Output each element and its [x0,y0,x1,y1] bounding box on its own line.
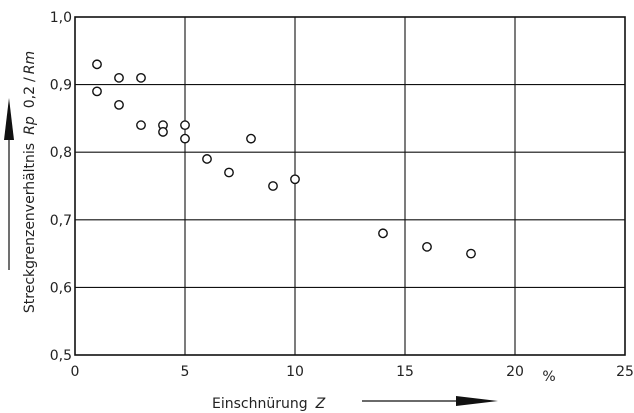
data-point [92,59,102,70]
y-tick-label: 0,5 [50,348,72,364]
x-axis-arrow [362,396,498,406]
y-tick-label: 0,7 [50,213,72,229]
x-axis-label-text: Einschnürung [212,396,308,412]
data-point [246,133,256,144]
x-tick-label: 0 [71,364,80,380]
data-point [466,248,476,259]
data-point [114,72,124,83]
y-axis-slash: / [22,77,38,82]
data-point [92,86,102,97]
data-point [158,127,168,137]
data-points [92,59,476,259]
y-axis-label-text-group: Streckgrenzenverhältnis Rp 0,2 / Rm [22,51,38,313]
plot-frame [74,16,626,356]
y-tick-label: 0,8 [50,145,72,161]
data-point [422,241,432,252]
data-point [290,174,300,185]
y-tick-label: 0,6 [50,280,72,296]
y-axis-arrow [4,98,14,270]
y-tick-labels: 0,5 0,6 0,7 0,8 0,9 1,0 [50,10,72,364]
x-axis-unit: % [542,369,555,385]
data-point [224,167,234,178]
y-axis-label-text: Streckgrenzenverhältnis [22,143,38,313]
grid [75,17,625,355]
y-tick-label: 0,9 [50,78,72,94]
data-point [268,181,278,191]
data-point [378,228,388,239]
x-tick-label: 10 [286,364,304,380]
x-tick-label: 5 [181,364,190,380]
x-tick-label: 20 [506,364,524,380]
data-point [136,72,146,83]
y-axis-label: Streckgrenzenverhältnis Rp 0,2 / Rm [22,51,38,313]
y-tick-label: 1,0 [50,10,72,26]
data-point [114,99,124,110]
x-tick-label: 15 [396,364,414,380]
y-axis-variable: Rp [22,116,38,135]
data-point [136,120,146,131]
x-axis-label: Einschnürung Z [212,396,326,412]
y-axis-denominator: Rm [22,51,38,74]
x-tick-label: 25 [616,364,634,380]
data-point [202,154,212,164]
x-axis-variable: Z [315,396,326,412]
y-axis-subscript: 0,2 [22,86,38,108]
data-point [180,120,190,131]
x-tick-labels: 0 5 10 15 20 25 [71,364,634,380]
data-point [180,133,190,144]
